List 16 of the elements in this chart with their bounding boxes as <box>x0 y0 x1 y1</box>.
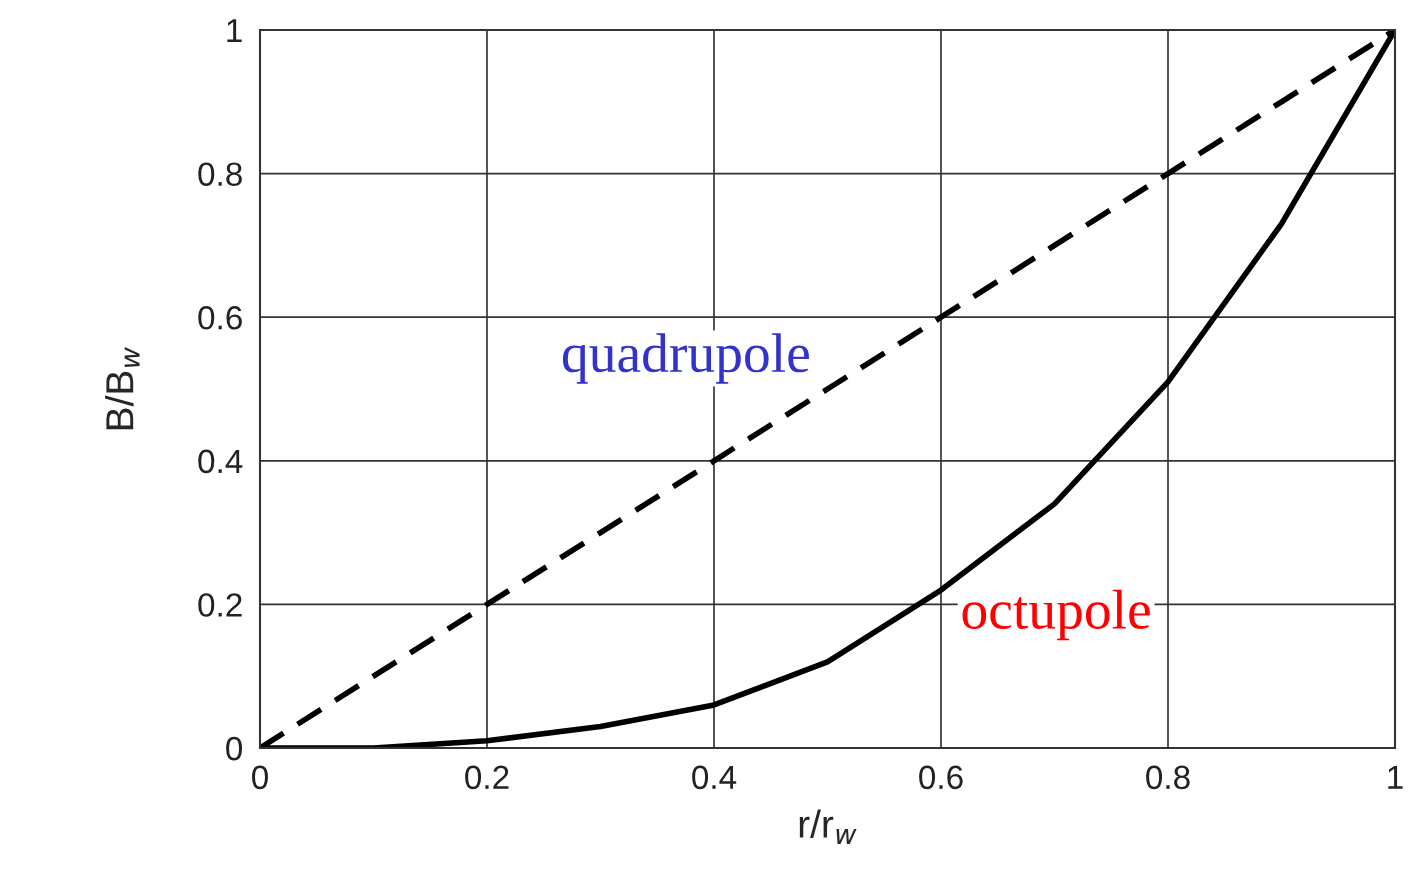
series-label: octupole <box>962 589 1150 641</box>
y-tick-label: 0.6 <box>198 306 242 330</box>
y-axis-title: B/B$_{w}$ <box>104 347 140 430</box>
x-axis-title: r/r$_{w}$ <box>799 809 857 844</box>
y-tick-label: 0.8 <box>198 162 242 187</box>
y-tick-label: 0.4 <box>198 449 243 474</box>
x-tick-label: 0.8 <box>1146 765 1190 790</box>
x-tick-label: 0 <box>252 765 268 790</box>
x-tick-label: 0.6 <box>919 765 963 790</box>
y-tick-label: 0 <box>226 736 243 761</box>
x-tick-label: 0.4 <box>692 765 737 790</box>
x-tick-label: 0.2 <box>465 765 509 790</box>
y-tick-label: 0.2 <box>198 593 242 617</box>
y-tick-label: 1 <box>227 19 242 43</box>
x-tick-label: 1 <box>1388 765 1403 789</box>
series-label: quadrupole <box>562 333 809 384</box>
